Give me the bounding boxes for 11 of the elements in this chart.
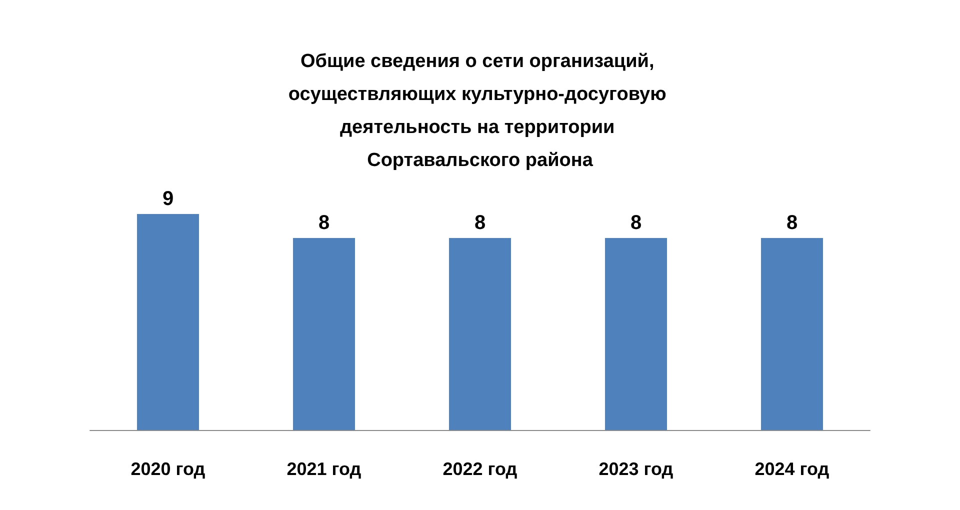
x-tick-label: 2023 год — [598, 459, 674, 479]
chart-title: Общие сведения о сети организаций, осуществляющих культурно-досуговую деятельность на территории Сортавальского района — [288, 51, 672, 171]
data-label: 8 — [474, 212, 486, 234]
data-label: 8 — [318, 212, 330, 234]
x-tick-label: 2020 год — [130, 459, 206, 479]
data-label: 9 — [162, 188, 174, 210]
x-tick-label: 2021 год — [286, 459, 362, 479]
data-label: 8 — [630, 212, 642, 234]
data-label: 8 — [786, 212, 798, 234]
x-tick-label: 2024 год — [754, 459, 830, 479]
x-tick-label: 2022 год — [442, 459, 518, 479]
